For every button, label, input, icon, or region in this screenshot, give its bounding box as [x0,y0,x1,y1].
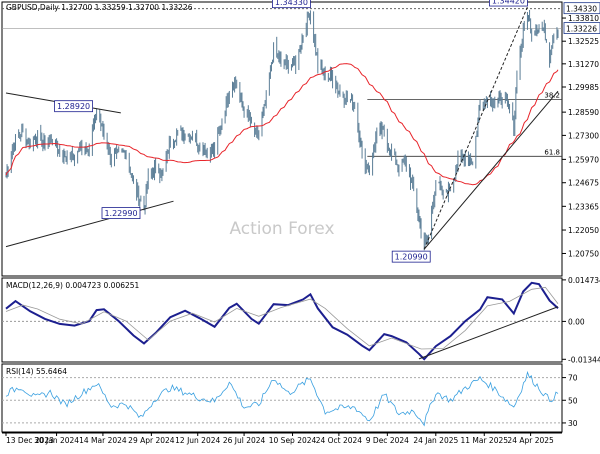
time-axis-label: 12 Jun 2024 [175,436,220,445]
price-y-tick-label: 1.32525 [568,37,599,46]
time-axis-label: 24 Oct 2024 [316,436,363,445]
swing-label: 1.34420 [492,0,525,6]
price-y-tick-label: 1.20750 [568,249,599,258]
price-y-tick-label: 1.25970 [568,155,599,164]
rsi-y-tick-label: 30 [568,419,578,428]
price-y-tick-label: 1.22050 [568,226,599,235]
macd-y-tick-label: 0.00 [568,317,585,326]
fib-level-label: 38.2 [544,92,560,100]
fib-projection-diagonal [423,6,528,250]
swing-label-box [101,207,141,219]
swing-label-box [54,100,93,113]
price-y-tick-label: 1.33810 [568,14,599,23]
price-tag-label: 1.34330 [566,5,597,14]
macd-signal-line [5,286,559,350]
price-y-tick-label: 1.31270 [568,60,599,69]
moving-average-line [5,63,559,186]
time-axis-label: 10 Sep 2024 [269,436,317,445]
watermark: Action Forex [229,219,334,239]
time-axis-label: 30 Jan 2024 [34,436,79,445]
price-tag-box [563,2,600,15]
macd-trendline [418,306,559,360]
time-axis-label: 13 Dec 2023 [6,436,54,445]
swing-label-box [272,0,311,9]
swing-label-box [391,250,431,263]
swing-label: 1.34330 [275,0,308,7]
price-y-tick-label: 1.24675 [568,179,599,188]
rsi-y-tick-label: 70 [568,374,578,383]
swing-label-box [489,0,528,7]
rsi-panel-frame [1,363,563,433]
rsi-header: RSI(14) 55.6464 [6,367,67,376]
price-y-tick-label: 1.23365 [568,202,599,211]
time-axis-label: 24 Jan 2025 [413,436,458,445]
macd-header: MACD(12,26,9) 0.004723 0.006251 [6,281,140,290]
price-tag-box [563,22,600,34]
price-y-tick-label: 1.28590 [568,108,599,117]
swing-label: 1.20990 [395,253,428,262]
macd-y-tick-label: -0.013442 [568,355,600,364]
swing-label: 1.22990 [104,209,137,218]
price-y-tick-label: 1.29985 [568,83,599,92]
macd-panel-frame [1,277,563,363]
price-header: GBPUSD,Daily 1.32700 1.33259 1.32700 1.3… [6,3,193,12]
time-axis-label: 24 Apr 2025 [507,436,554,445]
swing-label: 1.28920 [57,102,90,111]
time-axis-label: 26 Jul 2024 [223,436,266,445]
rising-support-trendline [423,90,559,250]
rsi-y-tick-label: 50 [568,396,578,405]
rsi-line [5,370,559,427]
lower-range-trendline [5,200,174,248]
price-tag-label: 1.33226 [566,25,597,34]
time-axis-label: 14 Mar 2024 [79,436,127,445]
macd-y-tick-label: 0.014734 [568,276,600,285]
macd-macd-line [5,281,559,361]
time-axis-label: 29 Apr 2024 [128,436,175,445]
price-y-tick-label: 1.27300 [568,131,599,140]
time-axis-label: 9 Dec 2024 [366,436,409,445]
time-axis-label: 11 Mar 2025 [460,436,508,445]
fib-level-label: 61.8 [544,148,560,156]
